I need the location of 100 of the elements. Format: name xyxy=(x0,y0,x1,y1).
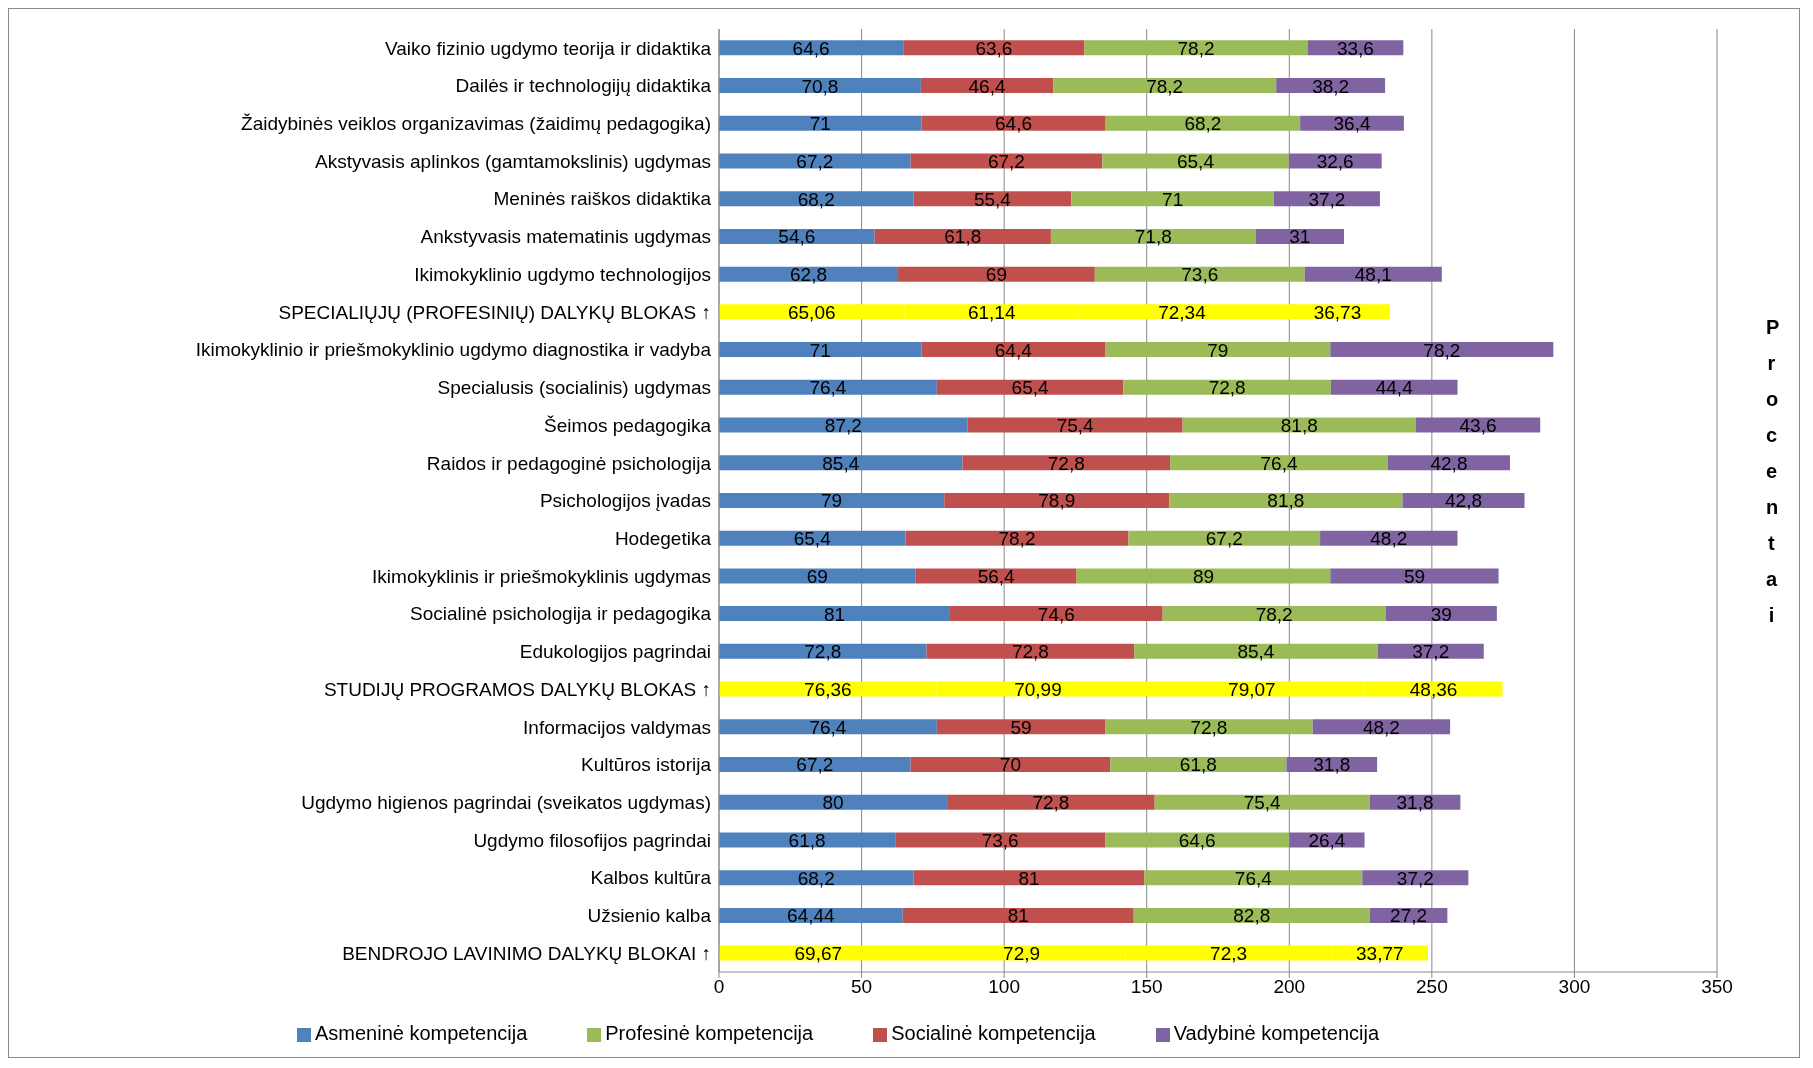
bar xyxy=(1162,606,1386,622)
bar xyxy=(1133,907,1370,923)
y-tick-label: Akstyvasis aplinkos (gamtamokslinis) ugdymas xyxy=(315,150,711,172)
bar xyxy=(1105,342,1331,358)
data-label: 74,6 xyxy=(1037,603,1075,625)
bar xyxy=(921,115,1106,131)
bar xyxy=(719,606,950,622)
data-label: 63,6 xyxy=(975,37,1013,59)
data-label: 68,2 xyxy=(797,867,835,889)
data-label: 39 xyxy=(1430,603,1452,625)
bar xyxy=(1170,455,1388,471)
data-label: 33,6 xyxy=(1336,37,1374,59)
bar xyxy=(913,870,1145,886)
bar xyxy=(719,153,911,169)
bar xyxy=(719,530,906,546)
data-label: 67,2 xyxy=(1205,528,1243,550)
y-tick-label: Ikimokyklinio ugdymo technologijos xyxy=(414,263,711,285)
y-tick-label: Edukologijos pagrindai xyxy=(519,641,711,663)
y-tick-label: Kultūros istorija xyxy=(581,754,712,776)
bar xyxy=(719,832,896,848)
data-label: 37,2 xyxy=(1308,188,1346,210)
x-tick-label: 350 xyxy=(1701,976,1733,998)
bar xyxy=(898,266,1095,282)
data-label: 72,8 xyxy=(1190,716,1228,738)
data-label: 81 xyxy=(1007,905,1029,927)
data-label: 87,2 xyxy=(824,415,862,437)
y-tick-label: Ikimokyklinis ir priešmokyklinis ugdymas xyxy=(372,565,711,587)
data-label: 61,8 xyxy=(1179,754,1217,776)
legend-label: Asmeninė kompetencija xyxy=(314,1022,528,1044)
data-label: 72,8 xyxy=(804,641,842,663)
data-label: 71,8 xyxy=(1134,226,1172,248)
x-tick-label: 250 xyxy=(1416,976,1448,998)
data-label: 71 xyxy=(1162,188,1184,210)
data-label: 65,4 xyxy=(793,528,832,550)
y-tick-label: Specialusis (socialinis) ugdymas xyxy=(437,377,711,399)
data-label: 75,4 xyxy=(1243,792,1282,814)
data-label: 85,4 xyxy=(1237,641,1275,663)
data-label: 78,2 xyxy=(1423,339,1461,361)
data-label: 76,4 xyxy=(1234,867,1273,889)
data-label: 76,36 xyxy=(804,679,852,701)
data-label: 69 xyxy=(806,565,828,587)
data-label: 81,8 xyxy=(1267,490,1305,512)
data-label: 43,6 xyxy=(1459,415,1497,437)
bar xyxy=(719,568,916,584)
legend-label: Vadybinė kompetencija xyxy=(1173,1022,1380,1044)
data-label: 31,8 xyxy=(1313,754,1351,776)
y-tick-label: Meninės raiškos didaktika xyxy=(493,188,712,210)
y-tick-label: Socialinė psichologija ir pedagogika xyxy=(409,603,712,625)
data-label: 72,9 xyxy=(1003,943,1041,965)
bar xyxy=(1385,606,1497,622)
legend-label: Profesinė kompetencija xyxy=(605,1022,814,1044)
x-tick-label: 200 xyxy=(1273,976,1306,998)
data-label: 56,4 xyxy=(977,565,1016,587)
bar xyxy=(905,530,1129,546)
bar xyxy=(926,643,1135,659)
bar xyxy=(719,266,899,282)
y-tick-label: Vaiko fizinio ugdymo teorija ir didaktika xyxy=(385,37,712,59)
data-label: 36,73 xyxy=(1313,301,1362,323)
y-tick-label: STUDIJŲ PROGRAMOS DALYKŲ BLOKAS ↑ xyxy=(323,678,711,700)
bar xyxy=(962,455,1171,471)
data-label: 61,14 xyxy=(967,301,1016,323)
y-tick-label: Kalbos kultūra xyxy=(590,867,712,889)
bar xyxy=(913,191,1072,207)
data-label: 67,2 xyxy=(796,754,834,776)
bar xyxy=(1053,78,1277,94)
data-label: 76,4 xyxy=(809,716,847,738)
data-label: 71 xyxy=(809,339,831,361)
bar xyxy=(719,417,968,433)
y-tick-label: Ugdymo filosofijos pagrindai xyxy=(473,829,711,851)
data-label: 37,2 xyxy=(1412,641,1450,663)
bar xyxy=(947,794,1155,810)
bar xyxy=(1094,266,1305,282)
data-label: 31,8 xyxy=(1396,792,1434,814)
bar xyxy=(1105,832,1290,848)
data-label: 65,4 xyxy=(1176,150,1215,172)
data-label: 89 xyxy=(1192,565,1215,587)
bar xyxy=(874,228,1051,244)
bar xyxy=(910,757,1111,772)
x-tick-label: 100 xyxy=(988,976,1020,998)
bar xyxy=(1105,115,1301,131)
x-tick-label: 300 xyxy=(1558,976,1591,998)
data-label: 42,8 xyxy=(1430,452,1468,474)
data-label: 36,4 xyxy=(1333,113,1371,135)
y-tick-label: Ugdymo higienos pagrindai (sveikatos ugdymas) xyxy=(301,792,711,814)
data-label: 64,6 xyxy=(995,113,1033,135)
bar xyxy=(719,719,937,735)
data-label: 72,8 xyxy=(1047,452,1085,474)
bar xyxy=(903,40,1085,56)
data-label: 79,07 xyxy=(1228,679,1276,701)
data-label: 72,3 xyxy=(1210,943,1248,965)
bar xyxy=(1050,228,1256,244)
bar xyxy=(910,153,1103,169)
data-label: 48,1 xyxy=(1354,264,1392,286)
x-tick-label: 150 xyxy=(1130,976,1163,998)
bar xyxy=(915,568,1077,584)
bar xyxy=(1071,191,1274,207)
data-label: 70,99 xyxy=(1014,679,1062,701)
data-label: 78,2 xyxy=(1255,603,1293,625)
bar xyxy=(719,492,945,508)
y-tick-label: BENDROJO LAVINIMO DALYKŲ BLOKAI ↑ xyxy=(342,942,711,964)
